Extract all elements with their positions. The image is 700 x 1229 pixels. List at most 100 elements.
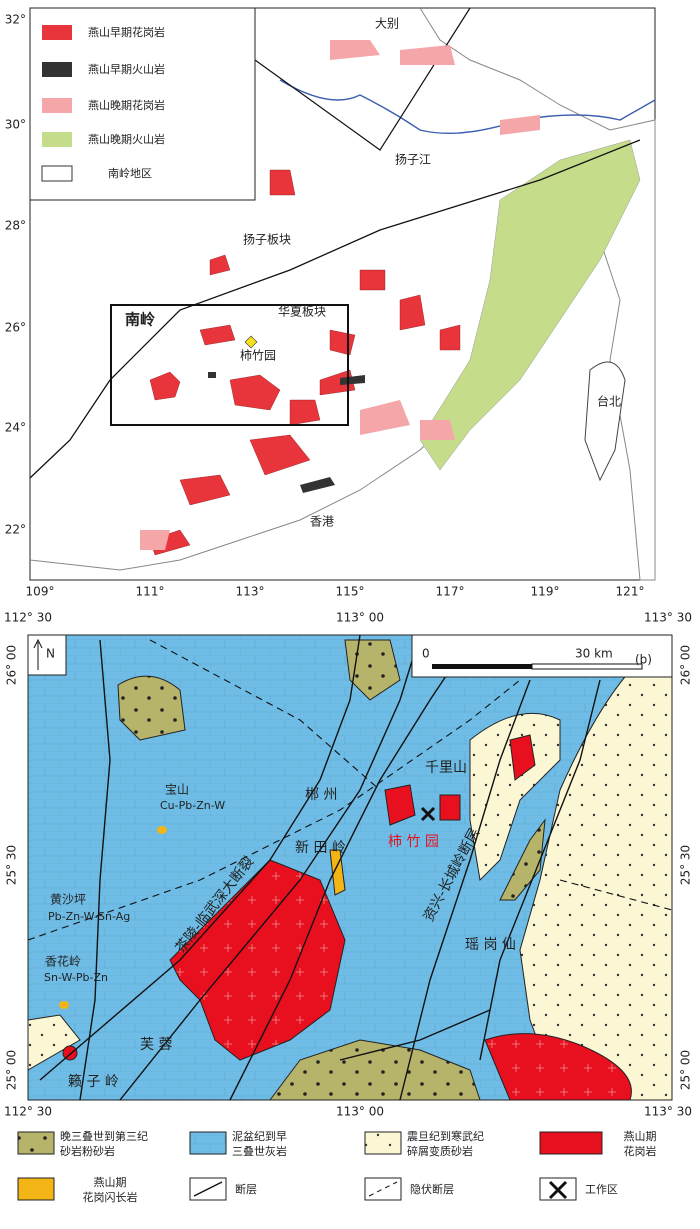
lon-label: 117° bbox=[436, 585, 465, 599]
map-a: 燕山早期花岗岩 燕山早期火山岩 燕山晚期花岗岩 燕山晚期火山岩 南岭地区 32°… bbox=[5, 7, 656, 599]
shizhuyuan-marker bbox=[244, 335, 258, 349]
legend-label: 燕山晚期火山岩 bbox=[88, 132, 165, 146]
north-label: N bbox=[46, 647, 55, 661]
coord-label: 26° 00 bbox=[679, 645, 693, 685]
legend-swatch bbox=[42, 25, 72, 40]
early-volcanics bbox=[208, 372, 365, 493]
legend-swatch bbox=[41, 165, 73, 182]
olive-unit bbox=[269, 1039, 481, 1101]
coord-label: 25° 30 bbox=[5, 845, 19, 885]
scale-label: 0 bbox=[422, 647, 430, 661]
legend-label: 燕山期 bbox=[94, 1176, 127, 1189]
place-label: 南岭 bbox=[125, 311, 155, 329]
coord-label: 25° 30 bbox=[679, 845, 693, 885]
granodiorite bbox=[157, 826, 167, 834]
sandstone-unit bbox=[469, 712, 561, 882]
legend-swatch bbox=[42, 98, 72, 113]
lat-label: 26° bbox=[5, 321, 26, 335]
place-label: 郴 州 bbox=[305, 787, 337, 803]
coastline bbox=[29, 7, 656, 581]
legend-swatch bbox=[364, 1131, 402, 1155]
legend-b: 晚三叠世到第三纪 砂岩粉砂岩 泥盆纪到早 三叠世灰岩 震旦纪到寒武纪 碎屑变质砂… bbox=[17, 1129, 657, 1204]
place-label: Pb-Zn-W-Sn-Ag bbox=[48, 910, 130, 923]
place-label: 瑶 岗 仙 bbox=[465, 937, 516, 953]
north-box bbox=[27, 634, 67, 676]
place-label: 柿竹园 bbox=[240, 348, 276, 363]
place-label: 大别 bbox=[375, 17, 399, 31]
qianlishan-granites bbox=[384, 734, 536, 826]
coord-label: 113° 00 bbox=[336, 611, 384, 625]
early-granites bbox=[149, 169, 461, 556]
place-label: 千里山 bbox=[425, 760, 467, 776]
lat-label: 28° bbox=[5, 219, 26, 233]
lon-label: 119° bbox=[531, 585, 560, 599]
lat-label: 32° bbox=[5, 13, 26, 27]
faults bbox=[39, 634, 601, 1101]
granodiorite bbox=[329, 849, 346, 896]
coord-label: 113° 00 bbox=[336, 1105, 384, 1119]
legend-label: 隐伏断层 bbox=[410, 1182, 454, 1196]
volcanic-belt bbox=[419, 139, 641, 471]
olive-unit bbox=[344, 639, 401, 701]
legend-swatch bbox=[42, 62, 72, 77]
plate-boundary bbox=[29, 139, 641, 479]
legend-label: 碎屑变质砂岩 bbox=[407, 1144, 473, 1158]
north-arrow bbox=[33, 638, 43, 670]
lon-label: 113° bbox=[236, 585, 265, 599]
legend-swatch bbox=[17, 1177, 55, 1201]
place-label: 华夏板块 bbox=[278, 305, 326, 319]
lat-label: 24° bbox=[5, 421, 26, 435]
place-label: 扬子板块 bbox=[243, 232, 291, 247]
granodiorite bbox=[59, 1001, 69, 1009]
place-label: 扬子江 bbox=[395, 152, 431, 167]
legend-label: 泥盆纪到早 bbox=[232, 1129, 287, 1143]
furong-granite bbox=[169, 859, 346, 1061]
legend-label: 工作区 bbox=[585, 1183, 618, 1196]
legend-swatch bbox=[17, 1131, 55, 1155]
yangtze-river bbox=[279, 79, 656, 135]
coord-label: 113° 30 bbox=[644, 611, 692, 625]
scale-bar bbox=[432, 664, 532, 669]
yaogangxian-granite bbox=[484, 1033, 632, 1101]
coord-label: 113° 30 bbox=[644, 1105, 692, 1119]
hidden-faults bbox=[27, 639, 673, 941]
legend-swatch bbox=[364, 1177, 402, 1201]
olive-unit bbox=[117, 675, 186, 741]
legend-label: 花岗岩 bbox=[624, 1144, 657, 1158]
coord-label: 25° 00 bbox=[5, 1050, 19, 1090]
place-label: Sn-W-Pb-Zn bbox=[44, 971, 108, 984]
place-label: 黄沙坪 bbox=[50, 893, 86, 907]
coord-label: 25° 00 bbox=[679, 1050, 693, 1090]
place-label: 柿 竹 园 bbox=[388, 833, 439, 850]
place-label: 宝山 bbox=[165, 783, 189, 797]
sandstone-unit bbox=[27, 1014, 81, 1071]
nanling-box bbox=[110, 304, 349, 426]
legend-label: 燕山期 bbox=[624, 1130, 657, 1143]
work-area-marker bbox=[420, 806, 436, 822]
place-label: 芙 蓉 bbox=[140, 1036, 172, 1053]
map-b: N 0 30 km (b) 112° 30 113° 00 113° 30 11… bbox=[4, 611, 693, 1119]
legend-swatch bbox=[42, 132, 72, 147]
lon-label: 109° bbox=[26, 585, 55, 599]
place-label: 籁 子 岭 bbox=[68, 1074, 119, 1090]
place-label: Cu-Pb-Zn-W bbox=[160, 799, 225, 812]
lat-label: 30° bbox=[5, 118, 26, 132]
late-granites bbox=[140, 40, 540, 550]
legend-label: 断层 bbox=[235, 1182, 257, 1196]
olive-unit bbox=[499, 818, 546, 901]
legend-label: 燕山早期花岗岩 bbox=[88, 25, 165, 39]
legend-swatch bbox=[189, 1131, 227, 1155]
legend-label: 南岭地区 bbox=[108, 166, 152, 180]
lat-label: 22° bbox=[5, 523, 26, 537]
legend-label: 燕山晚期花岗岩 bbox=[88, 98, 165, 112]
legend-label: 燕山早期火山岩 bbox=[88, 62, 165, 76]
lon-label: 111° bbox=[136, 585, 165, 599]
place-label: 香港 bbox=[310, 515, 334, 529]
lon-label: 121° bbox=[616, 585, 645, 599]
place-label: 新 田 岭 bbox=[295, 840, 346, 856]
lat-labels: 32° 30° 28° 26° 24° 22° bbox=[5, 13, 26, 537]
legend-work-area bbox=[548, 1180, 568, 1200]
legend-fault bbox=[193, 1181, 223, 1197]
coord-label: 26° 00 bbox=[5, 645, 19, 685]
